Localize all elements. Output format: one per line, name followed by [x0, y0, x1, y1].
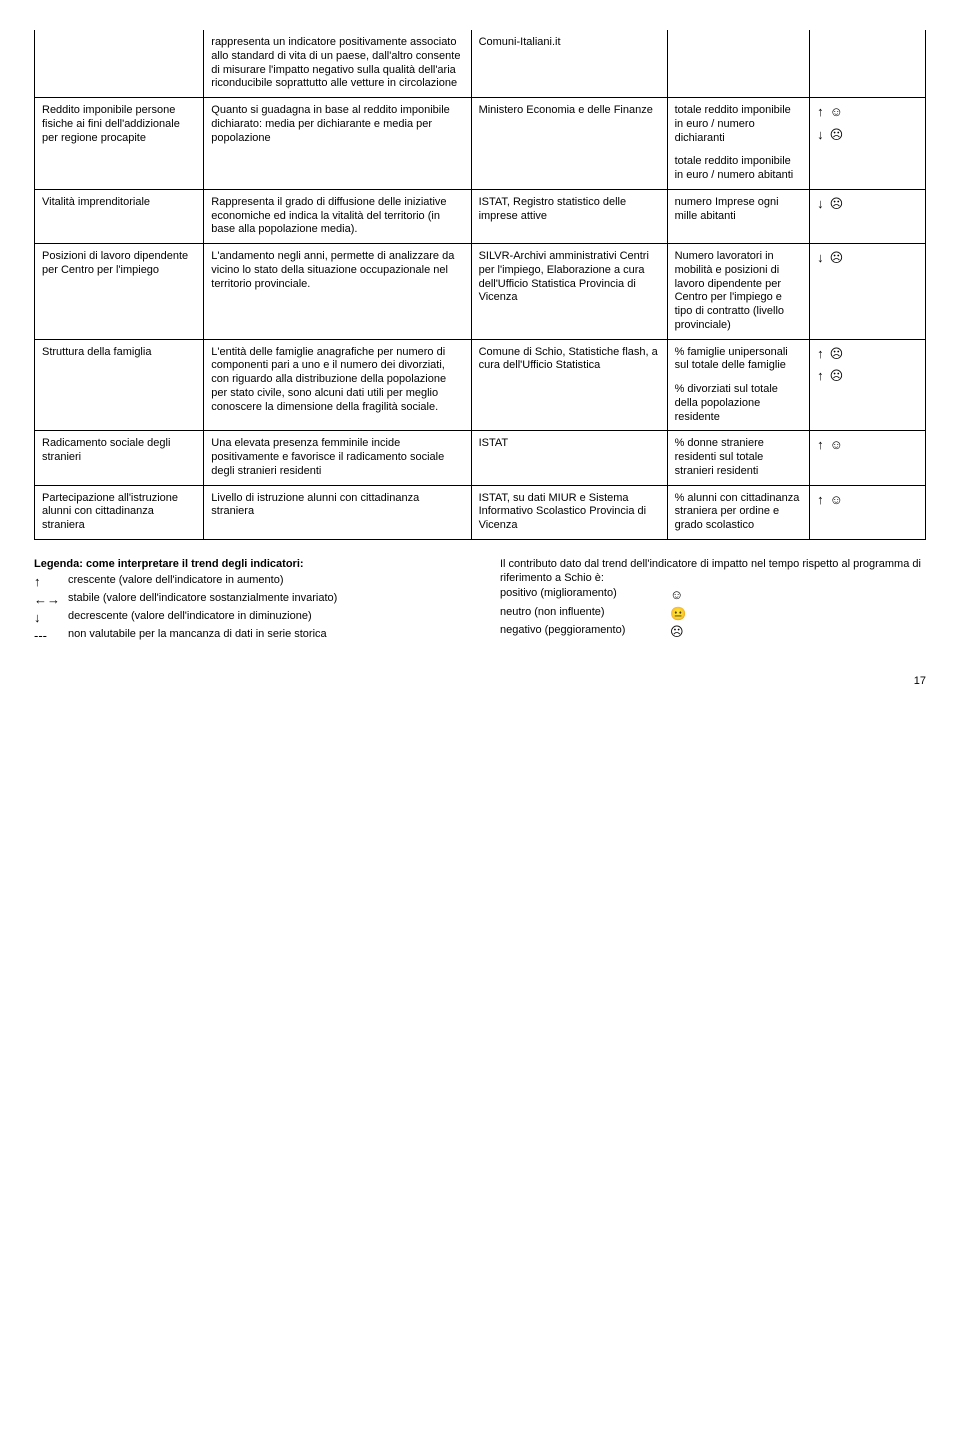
row-trend: ↑☺: [810, 431, 926, 485]
legend-right-intro: Il contributo dato dal trend dell'indica…: [500, 558, 926, 586]
row-description: Livello di istruzione alunni con cittadi…: [204, 485, 471, 539]
row-trend: [810, 30, 926, 98]
row-description: L'andamento negli anni, permette di anal…: [204, 244, 471, 340]
face-icon: ☹: [830, 127, 844, 142]
row-trend: ↓☹: [810, 244, 926, 340]
row-label: Reddito imponibile persone fisiche ai fi…: [35, 98, 204, 190]
face-icon: ☺: [830, 104, 843, 119]
row-description: rappresenta un indicatore positivamente …: [204, 30, 471, 98]
arrow-icon: ↓: [817, 196, 824, 211]
legend-right-text: positivo (miglioramento): [500, 587, 670, 603]
row-trend: ↑ ☹ ↑ ☹: [810, 339, 926, 431]
legend-left-item: ↓decrescente (valore dell'indicatore in …: [34, 610, 460, 626]
legend-right-item: positivo (miglioramento)☺: [500, 587, 926, 603]
legend-right-item: negativo (peggioramento)☹: [500, 624, 926, 640]
row-source: Comuni-Italiani.it: [471, 30, 667, 98]
page-number: 17: [34, 675, 926, 689]
legend-left-text: crescente (valore dell'indicatore in aum…: [68, 574, 284, 590]
legend-right-text: neutro (non influente): [500, 606, 670, 622]
legend-right-text: negativo (peggioramento): [500, 624, 670, 640]
row-description: Rappresenta il grado di diffusione delle…: [204, 189, 471, 243]
row-metric: % donne straniere residenti sul totale s…: [667, 431, 810, 485]
row-label: [35, 30, 204, 98]
arrow-icon: ↓: [817, 127, 824, 142]
arrow-icon: ↓: [817, 250, 824, 265]
face-icon: ☹: [830, 346, 844, 361]
arrow-icon: ↑: [817, 346, 824, 361]
row-metric: Numero lavoratori in mobilità e posizion…: [667, 244, 810, 340]
arrow-icon: ↑: [817, 492, 824, 507]
row-metric: [667, 30, 810, 98]
row-trend: ↑☺: [810, 485, 926, 539]
face-icon: ☹: [830, 196, 844, 211]
face-icon: ☺: [830, 492, 843, 507]
row-label: Vitalità imprenditoriale: [35, 189, 204, 243]
row-label: Radicamento sociale degli stranieri: [35, 431, 204, 485]
row-metric: totale reddito imponibile in euro / nume…: [667, 98, 810, 190]
row-trend: ↓☹: [810, 189, 926, 243]
row-source: Ministero Economia e delle Finanze: [471, 98, 667, 190]
row-description: Una elevata presenza femminile incide po…: [204, 431, 471, 485]
legend-left-text: stabile (valore dell'indicatore sostanzi…: [68, 592, 337, 608]
legend-left-item: ↑crescente (valore dell'indicatore in au…: [34, 574, 460, 590]
legend-right: Il contributo dato dal trend dell'indica…: [500, 558, 926, 645]
legend-left-text: non valutabile per la mancanza di dati i…: [68, 628, 327, 644]
row-source: ISTAT, su dati MIUR e Sistema Informativ…: [471, 485, 667, 539]
arrow-icon: ↑: [817, 104, 824, 119]
legend-left: Legenda: come interpretare il trend degl…: [34, 558, 460, 645]
row-label: Partecipazione all'istruzione alunni con…: [35, 485, 204, 539]
legend-right-item: neutro (non influente)😐: [500, 606, 926, 622]
row-source: ISTAT, Registro statistico delle imprese…: [471, 189, 667, 243]
legend-arrow-icon: ↑: [34, 574, 68, 590]
face-icon: ☹: [830, 250, 844, 265]
legend-left-item: ---non valutabile per la mancanza di dat…: [34, 628, 460, 644]
indicators-table: rappresenta un indicatore positivamente …: [34, 30, 926, 540]
row-metric: % famiglie unipersonali sul totale delle…: [667, 339, 810, 431]
row-description: L'entità delle famiglie anagrafiche per …: [204, 339, 471, 431]
row-description: Quanto si guadagna in base al reddito im…: [204, 98, 471, 190]
legend-left-text: decrescente (valore dell'indicatore in d…: [68, 610, 312, 626]
row-label: Posizioni di lavoro dipendente per Centr…: [35, 244, 204, 340]
legend-left-item: ←→stabile (valore dell'indicatore sostan…: [34, 592, 460, 608]
legend-arrow-icon: ↓: [34, 610, 68, 626]
legend-face-icon: ☺: [670, 587, 683, 603]
legend-face-icon: ☹: [670, 624, 684, 640]
arrow-icon: ↑: [817, 437, 824, 452]
row-source: Comune di Schio, Statistiche flash, a cu…: [471, 339, 667, 431]
legend-arrow-icon: ---: [34, 628, 68, 644]
legend-face-icon: 😐: [670, 606, 686, 622]
legend-arrow-icon: ←→: [34, 592, 68, 608]
row-source: ISTAT: [471, 431, 667, 485]
legend-title: Legenda: come interpretare il trend degl…: [34, 558, 460, 572]
face-icon: ☹: [830, 368, 844, 383]
row-metric: numero Imprese ogni mille abitanti: [667, 189, 810, 243]
row-trend: ↑ ☺ ↓ ☹: [810, 98, 926, 190]
arrow-icon: ↑: [817, 368, 824, 383]
row-source: SILVR-Archivi amministrativi Centri per …: [471, 244, 667, 340]
legend: Legenda: come interpretare il trend degl…: [34, 558, 926, 645]
row-metric: % alunni con cittadinanza straniera per …: [667, 485, 810, 539]
face-icon: ☺: [830, 437, 843, 452]
row-label: Struttura della famiglia: [35, 339, 204, 431]
